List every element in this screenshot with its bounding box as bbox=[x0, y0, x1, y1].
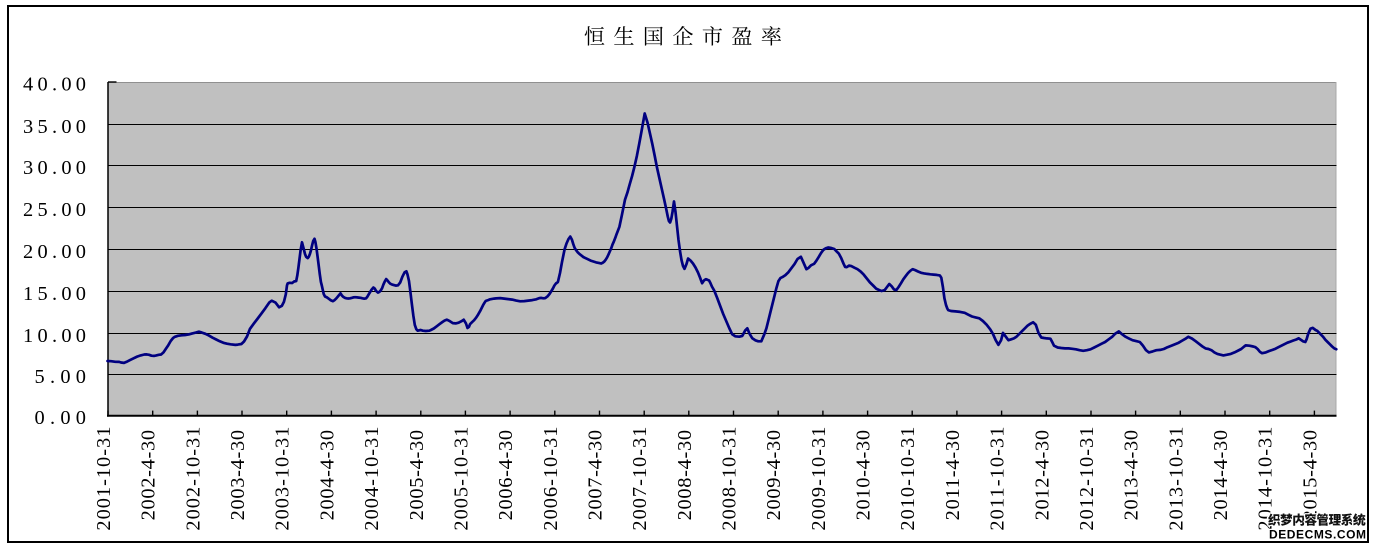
svg-text:2015-4-30: 2015-4-30 bbox=[1299, 430, 1321, 521]
svg-text:2008-10-31: 2008-10-31 bbox=[719, 427, 741, 531]
svg-text:2007-10-31: 2007-10-31 bbox=[629, 427, 651, 531]
svg-text:2006-4-30: 2006-4-30 bbox=[495, 430, 517, 521]
svg-text:2005-4-30: 2005-4-30 bbox=[406, 430, 428, 521]
svg-text:2009-4-30: 2009-4-30 bbox=[763, 430, 785, 521]
svg-text:DEDECMS.COM: DEDECMS.COM bbox=[1269, 528, 1366, 542]
svg-text:2009-10-31: 2009-10-31 bbox=[808, 427, 830, 531]
svg-text:0.00: 0.00 bbox=[35, 407, 87, 429]
svg-text:2007-4-30: 2007-4-30 bbox=[585, 430, 607, 521]
svg-text:2012-10-31: 2012-10-31 bbox=[1076, 427, 1098, 531]
svg-text:2011-10-31: 2011-10-31 bbox=[987, 427, 1009, 531]
svg-text:2008-4-30: 2008-4-30 bbox=[674, 430, 696, 521]
svg-text:5.00: 5.00 bbox=[35, 366, 87, 388]
svg-text:2014-10-31: 2014-10-31 bbox=[1255, 427, 1277, 531]
svg-text:2004-10-31: 2004-10-31 bbox=[361, 427, 383, 531]
svg-text:2006-10-31: 2006-10-31 bbox=[540, 427, 562, 531]
svg-text:25.00: 25.00 bbox=[23, 199, 86, 221]
svg-text:2014-4-30: 2014-4-30 bbox=[1210, 430, 1232, 521]
svg-text:2003-10-31: 2003-10-31 bbox=[272, 427, 294, 531]
svg-text:10.00: 10.00 bbox=[23, 325, 86, 347]
svg-text:2002-4-30: 2002-4-30 bbox=[138, 430, 160, 521]
svg-text:2013-10-31: 2013-10-31 bbox=[1165, 427, 1187, 531]
svg-text:2002-10-31: 2002-10-31 bbox=[182, 427, 204, 531]
svg-text:2011-4-30: 2011-4-30 bbox=[942, 430, 964, 521]
svg-text:2010-4-30: 2010-4-30 bbox=[853, 430, 875, 521]
svg-text:2001-10-31: 2001-10-31 bbox=[93, 427, 115, 531]
svg-text:20.00: 20.00 bbox=[23, 241, 86, 263]
svg-text:15.00: 15.00 bbox=[23, 283, 86, 305]
svg-text:40.00: 40.00 bbox=[23, 74, 86, 96]
svg-text:30.00: 30.00 bbox=[23, 157, 86, 179]
svg-text:35.00: 35.00 bbox=[23, 116, 86, 138]
svg-text:2012-4-30: 2012-4-30 bbox=[1031, 430, 1053, 521]
svg-text:2003-4-30: 2003-4-30 bbox=[227, 430, 249, 521]
svg-text:2013-4-30: 2013-4-30 bbox=[1121, 430, 1143, 521]
svg-text:2010-10-31: 2010-10-31 bbox=[897, 427, 919, 531]
svg-text:2004-4-30: 2004-4-30 bbox=[316, 430, 338, 521]
svg-text:2005-10-31: 2005-10-31 bbox=[450, 427, 472, 531]
